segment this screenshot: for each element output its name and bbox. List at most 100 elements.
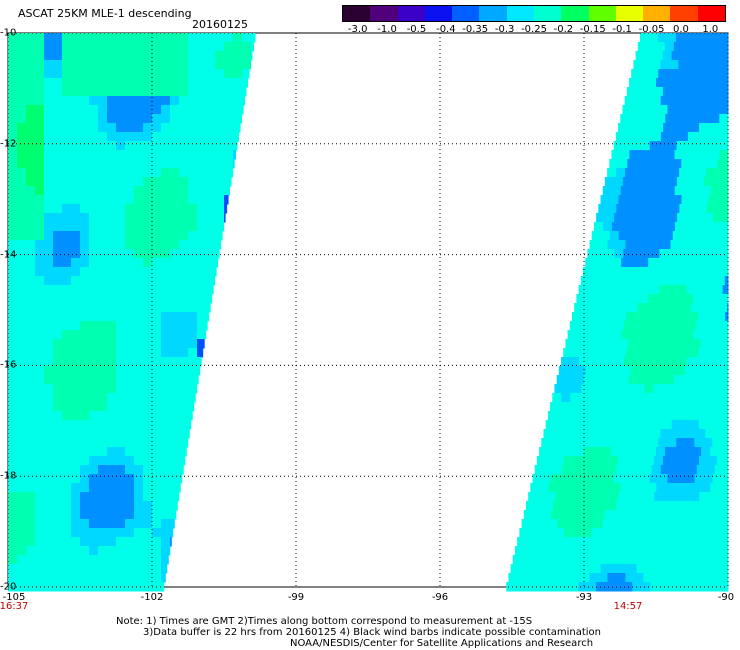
wind-cell [134, 321, 144, 331]
wind-cell [53, 204, 63, 214]
wind-cell [170, 393, 180, 403]
wind-cell [8, 33, 18, 43]
wind-cell [107, 141, 117, 151]
wind-cell [669, 465, 680, 475]
wind-cell [603, 258, 613, 268]
wind-cell [80, 222, 90, 232]
wind-cell [723, 393, 729, 403]
wind-cell [134, 375, 144, 385]
wind-cell [161, 294, 171, 304]
wind-cell [62, 42, 72, 52]
wind-cell [645, 159, 655, 169]
wind-cell [720, 258, 729, 268]
wind-cell [554, 456, 565, 466]
wind-cell [80, 114, 90, 124]
wind-cell [717, 231, 728, 241]
wind-cell [71, 78, 81, 88]
wind-cell [98, 249, 108, 259]
wind-cell [565, 375, 576, 385]
wind-cell [35, 528, 45, 538]
wind-cell [17, 42, 27, 52]
wind-cell [170, 96, 180, 106]
wind-cell [35, 249, 45, 259]
wind-cell [683, 222, 694, 232]
wind-cell [125, 78, 135, 88]
wind-cell [98, 186, 108, 196]
wind-cell [71, 573, 81, 583]
wind-cell [53, 51, 63, 61]
wind-cell [726, 564, 729, 574]
wind-cell [206, 321, 208, 331]
wind-cell [179, 294, 189, 304]
wind-cell [44, 564, 54, 574]
wind-cell [71, 375, 81, 385]
wind-cell [699, 195, 710, 205]
wind-cell [595, 438, 605, 448]
wind-cell [596, 249, 606, 259]
wind-cell [125, 312, 135, 322]
wind-cell [590, 348, 600, 358]
wind-cell [89, 321, 99, 331]
wind-cell [685, 402, 695, 412]
wind-cell [687, 96, 698, 106]
wind-cell [188, 159, 198, 169]
wind-cell [62, 411, 72, 421]
wind-cell [161, 114, 171, 124]
wind-cell [188, 429, 190, 439]
wind-cell [694, 546, 705, 556]
wind-cell [26, 357, 36, 367]
wind-cell [586, 510, 597, 520]
wind-cell [604, 510, 615, 520]
wind-cell [675, 294, 685, 304]
color-swatch [533, 6, 562, 21]
wind-cell [644, 87, 655, 97]
wind-cell [714, 429, 725, 439]
wind-cell [26, 240, 36, 250]
wind-cell [696, 501, 707, 511]
wind-cell [663, 123, 673, 133]
wind-cell [657, 330, 668, 340]
wind-cell [80, 375, 90, 385]
wind-cell [17, 132, 27, 142]
wind-cell [652, 240, 663, 250]
wind-cell [98, 303, 108, 313]
wind-cell [98, 105, 108, 115]
wind-cell [629, 186, 640, 196]
wind-cell [577, 474, 588, 484]
wind-cell [98, 78, 108, 88]
color-scale-label: -3.0 [347, 24, 368, 35]
wind-cell [152, 339, 162, 349]
wind-cell [617, 348, 627, 358]
wind-cell [53, 474, 63, 484]
wind-cell [686, 321, 697, 331]
wind-cell [707, 348, 717, 358]
wind-cell [179, 51, 189, 61]
wind-cell [35, 276, 45, 286]
wind-cell [197, 312, 207, 322]
wind-cell [107, 519, 117, 529]
wind-cell [134, 33, 144, 43]
wind-cell [670, 204, 680, 214]
wind-cell [587, 249, 597, 259]
wind-cell [640, 438, 650, 448]
wind-cell [44, 447, 54, 457]
wind-cell [658, 546, 669, 556]
wind-cell [233, 114, 243, 124]
wind-cell [89, 555, 99, 565]
wind-cell [678, 501, 689, 511]
wind-cell [591, 231, 602, 241]
wind-cell [712, 33, 722, 43]
wind-cell [8, 51, 18, 61]
wind-cell [724, 240, 729, 250]
wind-cell [89, 33, 99, 43]
wind-cell [627, 267, 638, 277]
wind-cell [44, 303, 54, 313]
wind-cell [116, 141, 126, 151]
wind-cell [134, 51, 144, 61]
wind-cell [179, 96, 189, 106]
wind-cell [691, 303, 701, 313]
wind-cell [17, 96, 27, 106]
wind-cell [624, 132, 635, 142]
wind-cell [714, 357, 724, 367]
wind-cell [681, 528, 691, 538]
